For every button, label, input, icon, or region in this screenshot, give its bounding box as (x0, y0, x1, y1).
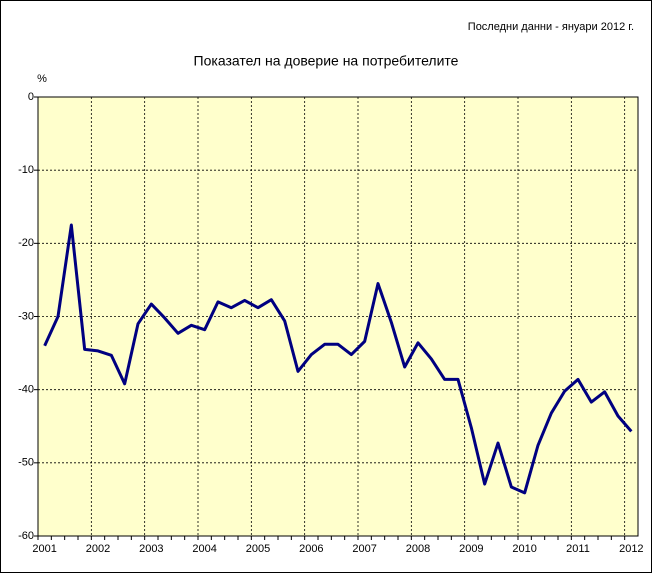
x-tick-label: 2003 (139, 543, 163, 555)
x-tick-label: 2006 (299, 543, 323, 555)
y-tick-label: -10 (18, 164, 34, 176)
x-tick-label: 2002 (86, 543, 110, 555)
plot-border (37, 96, 639, 537)
x-tick-label: 2010 (512, 543, 536, 555)
y-tick-label: -30 (18, 310, 34, 322)
x-tick-label: 2004 (192, 543, 216, 555)
x-tick-label: 2007 (352, 543, 376, 555)
chart-title: Показател на доверие на потребителите (194, 53, 459, 69)
y-tick-label: -40 (18, 384, 34, 396)
chart-subtitle: Последни данни - януари 2012 г. (468, 21, 634, 33)
y-tick-label: 0 (28, 91, 34, 103)
data-line (43, 223, 633, 495)
x-tick-label: 2011 (566, 543, 590, 555)
x-tick-label: 2001 (32, 543, 56, 555)
x-tick-label: 2012 (619, 543, 643, 555)
x-tick-label: 2008 (406, 543, 430, 555)
x-tick-label: 2005 (246, 543, 270, 555)
y-tick-label: -50 (18, 457, 34, 469)
y-axis-label: % (37, 73, 47, 85)
y-tick-label: -60 (18, 530, 34, 542)
x-tick-label: 2009 (459, 543, 483, 555)
y-tick-label: -20 (18, 237, 34, 249)
